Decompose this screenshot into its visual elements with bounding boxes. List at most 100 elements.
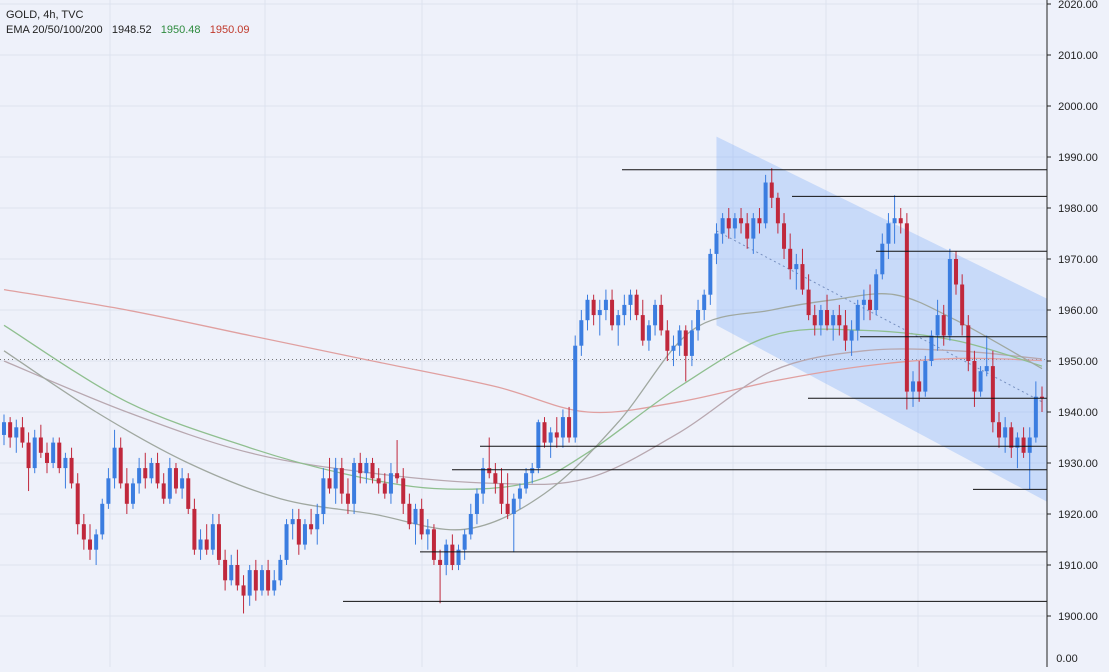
candle-body-32 bbox=[198, 539, 203, 550]
ema-20-line bbox=[3, 293, 1043, 531]
candle-76 bbox=[468, 503, 473, 540]
candle-body-108 bbox=[665, 330, 670, 351]
candle-135 bbox=[831, 310, 836, 341]
candle-body-156 bbox=[960, 284, 965, 326]
candle-body-117 bbox=[720, 218, 725, 234]
candle-68 bbox=[419, 498, 424, 540]
candle-34 bbox=[210, 514, 215, 555]
candle-body-101 bbox=[622, 304, 627, 316]
candle-body-147 bbox=[904, 223, 909, 392]
candle-body-38 bbox=[235, 565, 240, 586]
candle-body-20 bbox=[124, 483, 129, 504]
candle-14 bbox=[87, 524, 92, 560]
candle-56 bbox=[345, 478, 350, 514]
tick-label-11: 1910.00 bbox=[1058, 560, 1098, 572]
candle-body-7 bbox=[44, 452, 49, 463]
candle-body-59 bbox=[364, 463, 369, 474]
candle-body-93 bbox=[573, 345, 578, 438]
candle-body-142 bbox=[874, 274, 879, 310]
candle-body-153 bbox=[941, 315, 946, 336]
candle-body-167 bbox=[1027, 437, 1032, 453]
candle-body-129 bbox=[794, 264, 799, 270]
candle-body-71 bbox=[438, 559, 443, 565]
candle-75 bbox=[462, 529, 467, 560]
candle-143 bbox=[880, 233, 885, 280]
candle-160 bbox=[984, 335, 989, 377]
candle-9 bbox=[57, 437, 62, 474]
candle-body-56 bbox=[345, 493, 350, 504]
candle-3 bbox=[20, 417, 25, 448]
chart-legend: GOLD, 4h, TVC EMA 20/50/100/200 1948.52 … bbox=[6, 8, 250, 38]
candle-body-105 bbox=[646, 325, 651, 341]
candle-38 bbox=[235, 549, 240, 591]
candle-1 bbox=[8, 417, 13, 448]
tick-label-7: 1950.00 bbox=[1058, 356, 1098, 368]
candle-21 bbox=[130, 478, 135, 509]
candle-17 bbox=[106, 468, 111, 509]
candle-120 bbox=[739, 208, 744, 234]
candle-153 bbox=[941, 304, 946, 346]
candle-body-121 bbox=[745, 223, 750, 239]
candle-body-54 bbox=[333, 468, 338, 489]
candle-body-97 bbox=[597, 310, 602, 316]
candle-body-76 bbox=[468, 514, 473, 535]
candle-166 bbox=[1021, 427, 1026, 458]
candle-body-123 bbox=[757, 218, 762, 224]
tick-label-10: 1920.00 bbox=[1058, 509, 1098, 521]
candle-16 bbox=[100, 498, 105, 540]
candle-body-51 bbox=[315, 514, 320, 530]
candle-body-24 bbox=[149, 463, 154, 479]
candle-149 bbox=[917, 361, 922, 402]
candle-body-104 bbox=[640, 315, 645, 341]
trend-channel-midline bbox=[716, 230, 1043, 403]
candle-body-36 bbox=[223, 559, 228, 581]
tick-label-3: 1990.00 bbox=[1058, 152, 1098, 164]
candle-body-107 bbox=[659, 304, 664, 331]
candle-91 bbox=[560, 409, 565, 448]
candle-59 bbox=[364, 457, 369, 484]
candle-body-69 bbox=[425, 529, 430, 535]
candle-body-126 bbox=[775, 197, 780, 224]
candle-body-5 bbox=[32, 437, 37, 469]
candle-body-88 bbox=[542, 422, 547, 443]
candle-body-130 bbox=[800, 264, 805, 290]
candle-63 bbox=[388, 463, 393, 504]
candle-body-70 bbox=[431, 529, 436, 560]
candle-11 bbox=[69, 447, 74, 489]
candle-101 bbox=[622, 294, 627, 326]
ema-label: EMA 20/50/100/200 bbox=[6, 24, 103, 36]
candle-body-138 bbox=[849, 330, 854, 341]
candle-body-39 bbox=[241, 585, 246, 596]
candle-body-90 bbox=[554, 432, 559, 438]
candle-131 bbox=[806, 274, 811, 321]
candle-body-119 bbox=[732, 218, 737, 229]
candle-90 bbox=[554, 417, 559, 448]
candle-body-67 bbox=[413, 508, 418, 525]
candle-body-96 bbox=[591, 299, 596, 316]
candle-162 bbox=[997, 412, 1002, 448]
candle-136 bbox=[837, 304, 842, 336]
candle-body-58 bbox=[358, 463, 363, 474]
candle-77 bbox=[474, 488, 479, 525]
candle-body-73 bbox=[450, 544, 455, 565]
candle-body-78 bbox=[481, 468, 486, 494]
candle-body-28 bbox=[173, 468, 178, 489]
candle-body-68 bbox=[419, 508, 424, 535]
candle-51 bbox=[315, 503, 320, 545]
candle-body-6 bbox=[38, 437, 43, 453]
candle-53 bbox=[327, 457, 332, 494]
candle-body-102 bbox=[628, 294, 633, 305]
candle-167 bbox=[1027, 427, 1032, 490]
candle-81 bbox=[499, 468, 504, 514]
candle-133 bbox=[818, 304, 823, 336]
candle-body-103 bbox=[634, 294, 639, 316]
tick-label-0: 2020.00 bbox=[1058, 0, 1098, 11]
candle-body-120 bbox=[739, 218, 744, 224]
candle-body-87 bbox=[536, 422, 541, 469]
candle-body-85 bbox=[524, 473, 529, 489]
candle-body-19 bbox=[118, 447, 123, 484]
candle-body-110 bbox=[677, 330, 682, 346]
candle-10 bbox=[63, 452, 68, 489]
candle-body-83 bbox=[511, 498, 516, 514]
